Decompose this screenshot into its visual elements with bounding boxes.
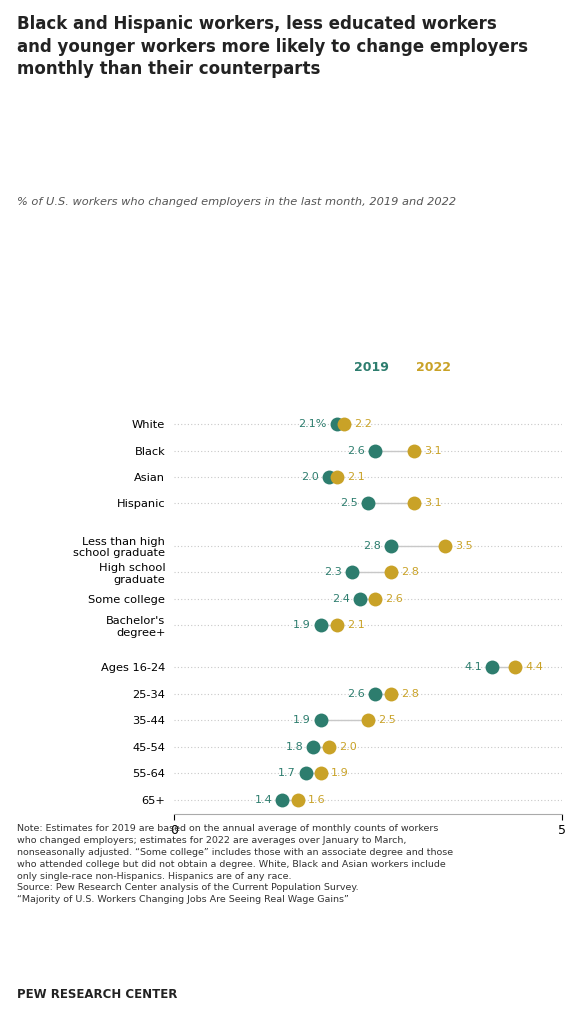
Point [356, 591, 365, 607]
Text: 3.1: 3.1 [424, 445, 442, 456]
Text: 2.1: 2.1 [347, 472, 364, 482]
Point [301, 765, 310, 781]
Point [332, 416, 341, 432]
Point [363, 496, 372, 512]
Text: Black and Hispanic workers, less educated workers
and younger workers more likel: Black and Hispanic workers, less educate… [17, 15, 529, 78]
Point [409, 442, 419, 459]
Text: 2.5: 2.5 [340, 499, 358, 509]
Point [317, 765, 326, 781]
Point [340, 416, 349, 432]
Text: 2.2: 2.2 [354, 419, 372, 429]
Point [332, 616, 341, 633]
Point [511, 659, 520, 676]
Point [386, 686, 395, 702]
Text: 3.1: 3.1 [424, 499, 442, 509]
Point [409, 496, 419, 512]
Point [324, 738, 334, 755]
Text: 2.8: 2.8 [401, 689, 419, 698]
Point [371, 591, 380, 607]
Text: 2022: 2022 [416, 360, 451, 374]
Text: 2019: 2019 [354, 360, 389, 374]
Point [293, 792, 302, 808]
Text: 1.9: 1.9 [294, 621, 311, 630]
Text: Note: Estimates for 2019 are based on the annual average of monthly counts of wo: Note: Estimates for 2019 are based on th… [17, 824, 453, 904]
Text: 2.3: 2.3 [324, 567, 342, 578]
Point [332, 469, 341, 485]
Point [324, 469, 334, 485]
Point [487, 659, 496, 676]
Point [441, 538, 450, 554]
Text: PEW RESEARCH CENTER: PEW RESEARCH CENTER [17, 988, 178, 1001]
Text: 2.5: 2.5 [378, 715, 395, 725]
Point [371, 442, 380, 459]
Point [309, 738, 318, 755]
Point [317, 616, 326, 633]
Text: % of U.S. workers who changed employers in the last month, 2019 and 2022: % of U.S. workers who changed employers … [17, 197, 456, 207]
Point [363, 712, 372, 728]
Text: 4.4: 4.4 [525, 663, 543, 673]
Text: 2.8: 2.8 [401, 567, 419, 578]
Point [347, 564, 357, 581]
Text: 1.9: 1.9 [294, 715, 311, 725]
Text: 2.1: 2.1 [347, 621, 364, 630]
Text: 2.6: 2.6 [347, 689, 365, 698]
Text: 2.6: 2.6 [386, 594, 403, 603]
Text: 2.4: 2.4 [332, 594, 350, 603]
Point [386, 564, 395, 581]
Text: 1.9: 1.9 [331, 768, 349, 778]
Text: 1.7: 1.7 [278, 768, 295, 778]
Point [386, 538, 395, 554]
Point [371, 686, 380, 702]
Point [278, 792, 287, 808]
Text: 2.0: 2.0 [301, 472, 319, 482]
Text: 1.4: 1.4 [255, 795, 272, 805]
Text: 2.6: 2.6 [347, 445, 365, 456]
Point [317, 712, 326, 728]
Text: 1.8: 1.8 [285, 741, 303, 752]
Text: 2.8: 2.8 [363, 541, 381, 551]
Text: 2.0: 2.0 [339, 741, 357, 752]
Text: 4.1: 4.1 [464, 663, 482, 673]
Text: 2.1%: 2.1% [298, 419, 327, 429]
Text: 3.5: 3.5 [455, 541, 473, 551]
Text: 1.6: 1.6 [308, 795, 325, 805]
